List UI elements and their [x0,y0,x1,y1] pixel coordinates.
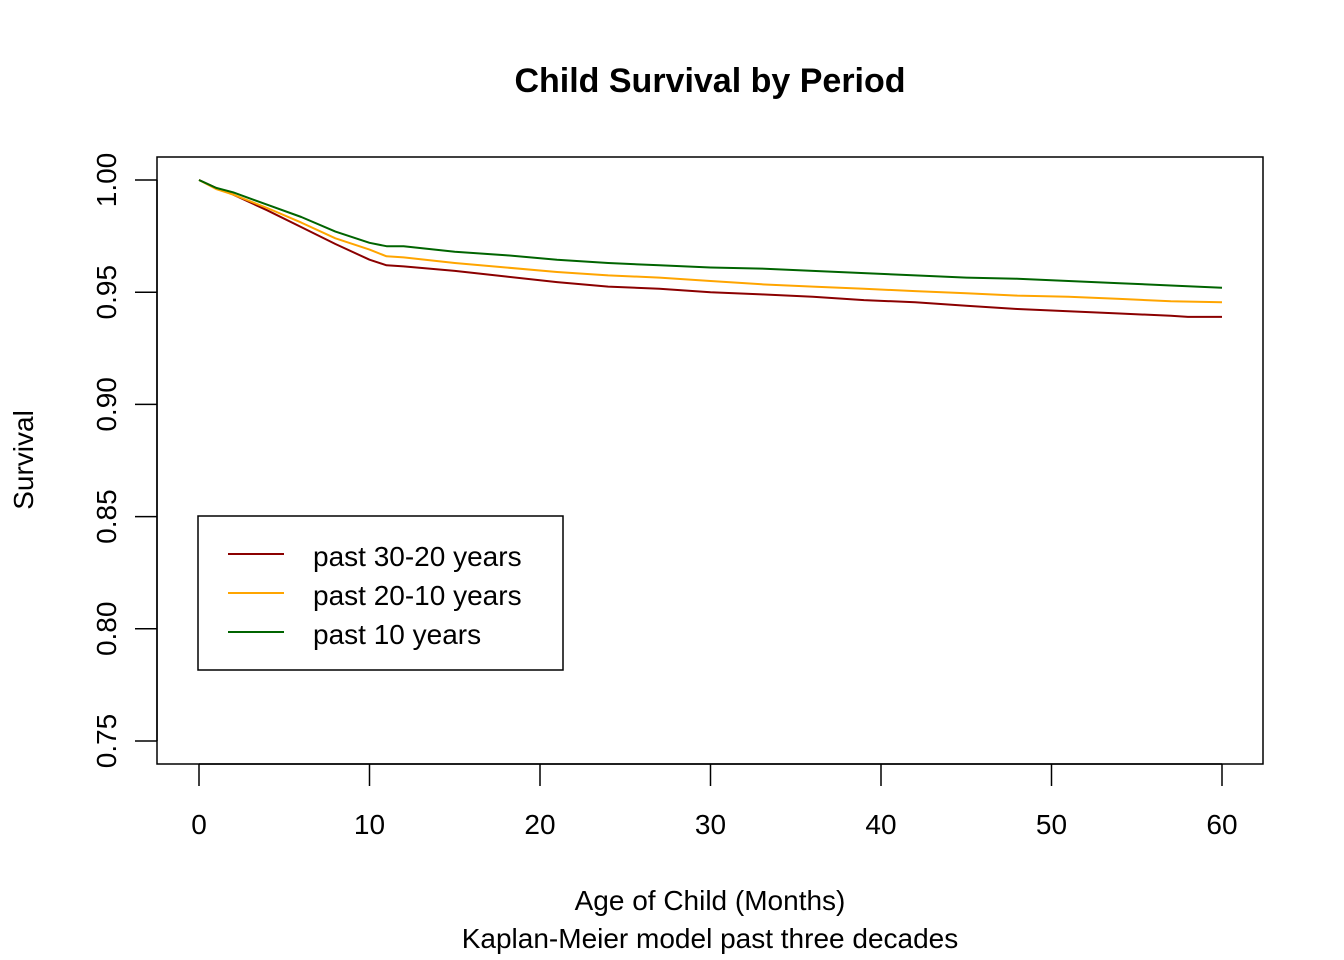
x-tick-label: 0 [191,809,207,840]
y-axis: 0.75 0.80 0.85 0.90 0.95 1.00 [91,153,158,769]
x-tick-label: 30 [695,809,726,840]
y-tick-label: 0.95 [91,265,122,320]
chart-subtitle: Kaplan-Meier model past three decades [462,923,959,954]
legend-label-2: past 10 years [313,619,481,650]
legend: past 30-20 years past 20-10 years past 1… [197,515,564,671]
series-line-0 [198,179,1222,318]
x-axis-label: Age of Child (Months) [575,885,846,916]
series-lines [198,179,1223,318]
y-tick-label: 1.00 [91,153,122,208]
legend-label-1: past 20-10 years [313,580,522,611]
plot-frame [156,156,1264,765]
y-tick-label: 0.85 [91,489,122,544]
x-tick-label: 20 [524,809,555,840]
legend-label-0: past 30-20 years [313,541,522,572]
y-tick-label: 0.75 [91,714,122,769]
y-axis-label: Survival [8,410,39,510]
x-axis: 0 10 20 30 40 50 60 [191,763,1238,840]
x-tick-label: 50 [1036,809,1067,840]
y-tick-label: 0.90 [91,377,122,432]
x-tick-label: 60 [1206,809,1237,840]
series-line-2 [198,179,1223,289]
chart-title: Child Survival by Period [514,62,905,100]
series-line-1 [198,179,1223,304]
x-tick-label: 10 [354,809,385,840]
y-tick-label: 0.80 [91,602,122,657]
x-tick-label: 40 [865,809,896,840]
